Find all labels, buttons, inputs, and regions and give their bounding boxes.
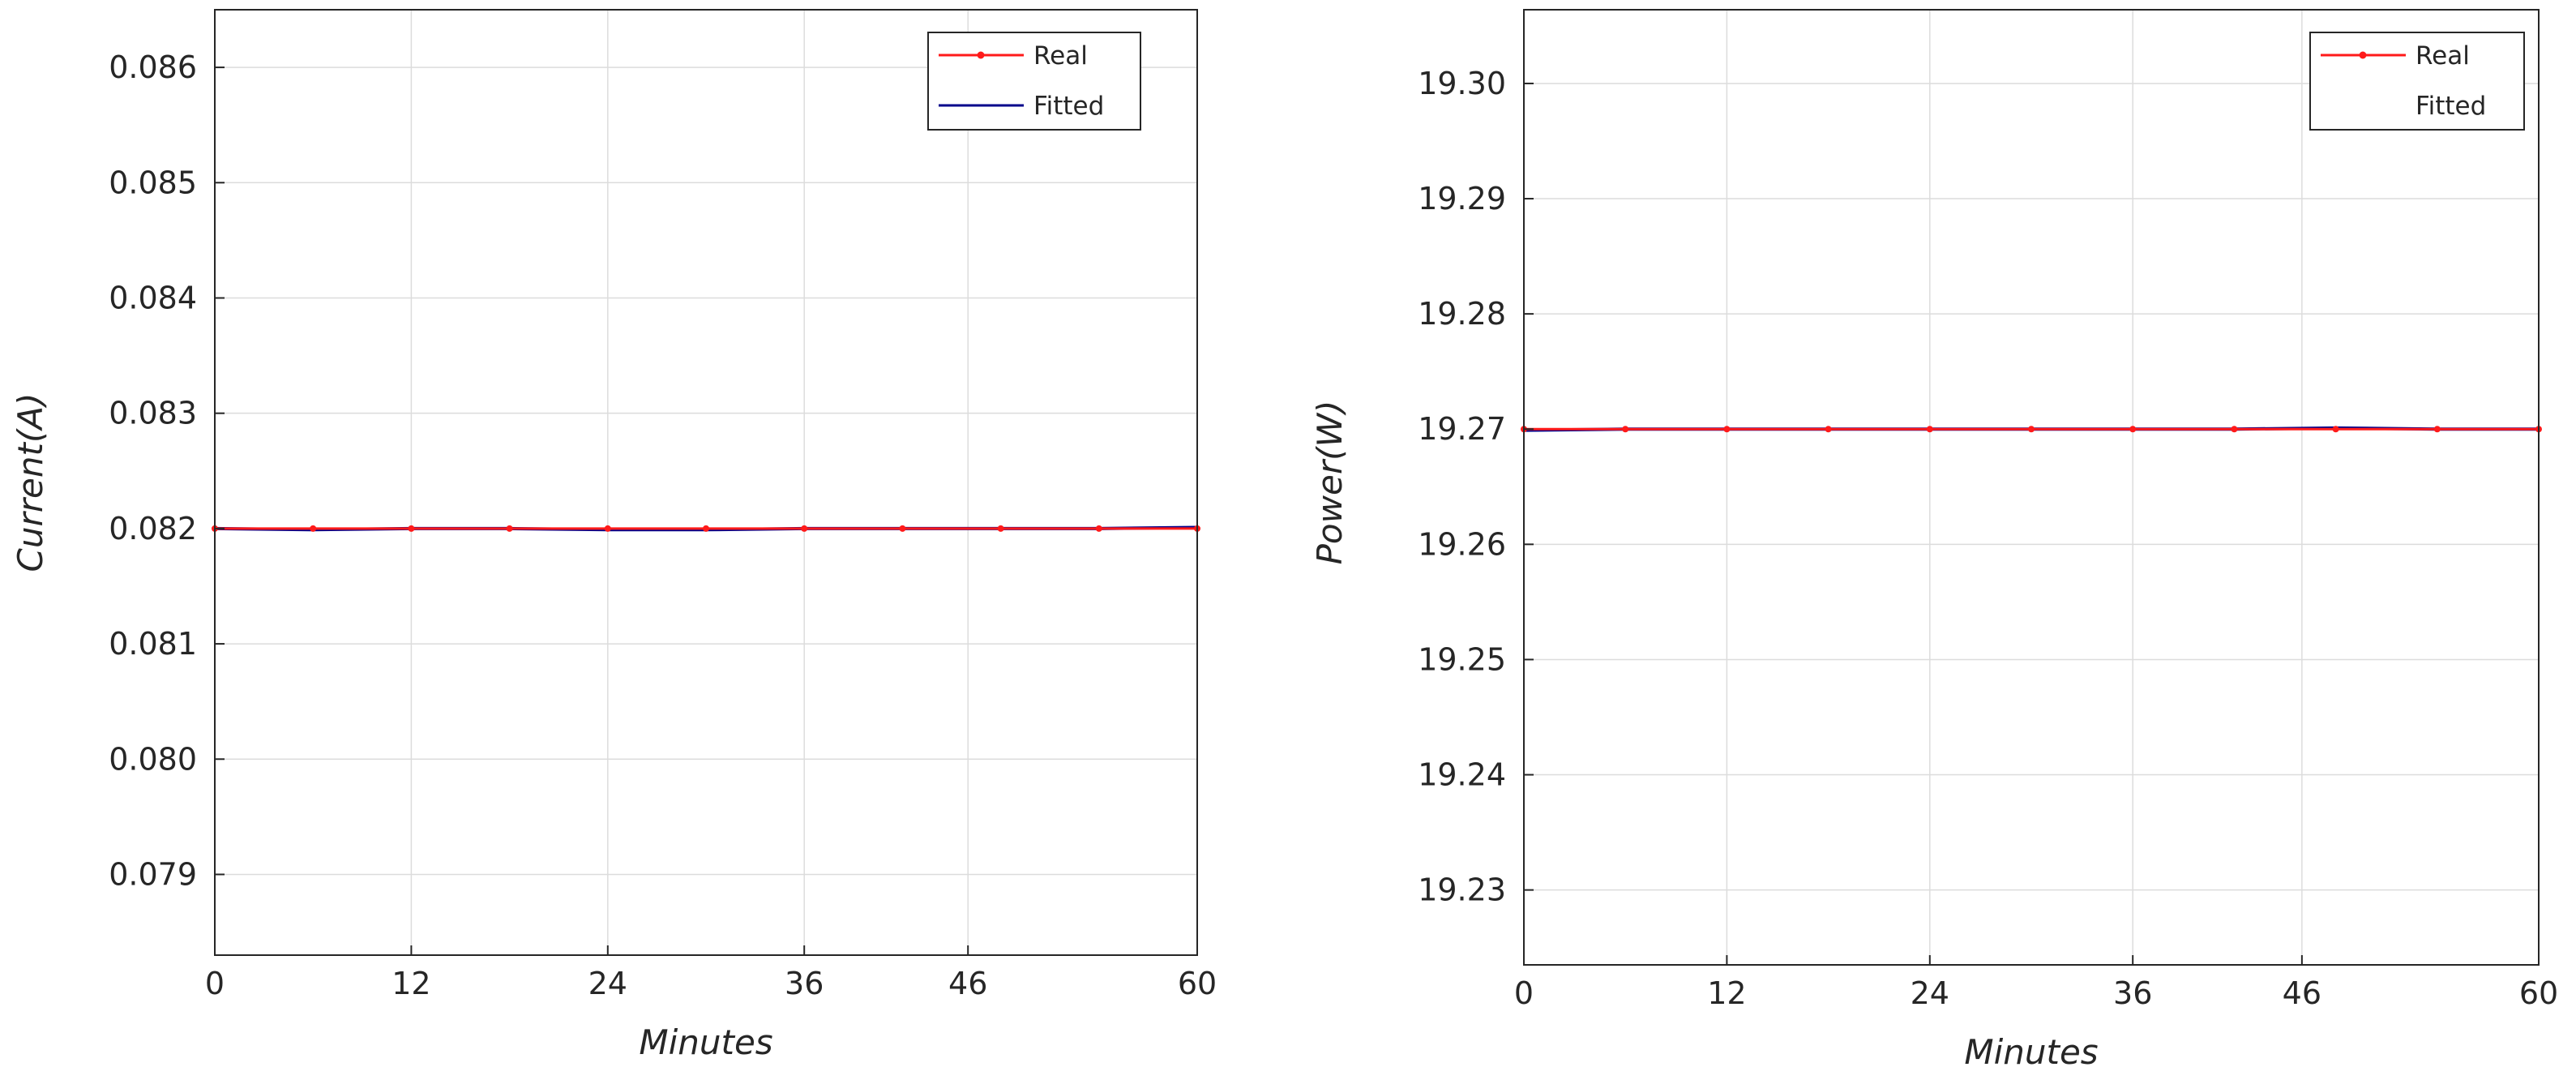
current-y-tick-label: 0.082 [109,511,197,546]
current-series-real-point [703,525,709,532]
current-legend-real-marker [977,51,985,59]
current-series-real-point [899,525,906,532]
power-legend-fitted-label: Fitted [2416,92,2486,121]
current-legend-box [927,32,1141,131]
current-x-tick-label: 24 [588,966,627,1001]
power-series-real-point [2433,426,2441,433]
power-legend-real-marker [2359,51,2367,59]
power-y-tick-label: 19.27 [1418,411,1506,447]
power-x-tick-label: 46 [2283,975,2321,1011]
current-legend-real-label: Real [1033,41,1088,71]
current-series [212,525,1200,532]
current-series-real-point [506,525,513,532]
current-plot-frame [214,9,1198,956]
current-x-tick-label: 12 [392,966,430,1001]
power-series-real-point [2332,426,2339,433]
current-x-tick-label: 36 [785,966,824,1001]
current-series-real-point [408,525,415,532]
current-series-real-point [997,525,1004,532]
power-x-tick-label: 24 [1911,975,1949,1011]
power-series-real-point [1926,426,1933,433]
current-legend-fitted-label: Fitted [1033,92,1104,121]
power-y-tick-label: 19.26 [1418,526,1506,562]
current-y-tick-label: 0.083 [109,396,197,431]
power-y-tick-label: 19.30 [1418,66,1506,101]
current-x-tick-label: 60 [1178,966,1217,1001]
power-chart: 0 12 24 36 46 60 19.23 19.24 19.25 19.26 19.27 19.2… [1310,9,2558,1072]
current-legend: Real Fitted [927,32,1141,131]
current-series-real-point [310,525,317,532]
power-y-tick-label: 19.28 [1418,296,1506,332]
power-y-tick-label: 19.24 [1418,757,1506,793]
current-y-axis-label: Current(A) [11,393,50,572]
power-series-real-point [2028,426,2035,433]
power-x-tick-label: 60 [2519,975,2558,1011]
current-y-tick-label: 0.079 [109,856,197,892]
current-x-tick-label: 46 [948,966,987,1001]
power-series-real-point [1825,426,1832,433]
current-y-tick-label: 0.080 [109,741,197,777]
current-chart: 0 12 24 36 46 60 0.079 0.080 0.081 0.082 0.083 0.08… [11,9,1217,1062]
power-x-axis-label: Minutes [1964,1032,2098,1072]
power-plot-frame [1523,9,2540,966]
current-x-tick-label: 0 [205,966,225,1001]
power-legend: Real Fitted [2309,32,2525,131]
power-series-real-point [2231,426,2238,433]
current-y-tick-label: 0.086 [109,49,197,85]
power-y-axis-label: Power(W) [1310,401,1350,565]
power-y-tick-label: 19.23 [1418,872,1506,908]
current-y-tick-label: 0.081 [109,626,197,662]
current-series-real-point [801,525,808,532]
power-legend-real-label: Real [2416,41,2470,71]
power-legend-box [2309,32,2525,131]
current-series-real-point [604,525,611,532]
current-series-real-point [1095,525,1102,532]
power-y-tick-label: 19.25 [1418,641,1506,677]
power-y-tick-label: 19.29 [1418,181,1506,216]
current-x-axis-label: Minutes [639,1022,772,1062]
power-series [1521,426,2542,433]
power-series-real-point [1723,426,1731,433]
current-y-tick-label: 0.084 [109,280,197,315]
power-series-real-point [2129,426,2137,433]
power-x-tick-label: 36 [2113,975,2152,1011]
power-x-tick-label: 12 [1707,975,1746,1011]
power-series-real-point [1622,426,1629,433]
current-y-tick-label: 0.085 [109,165,197,200]
power-x-tick-label: 0 [1514,975,1534,1011]
power-ticks: 0 12 24 36 46 60 19.23 19.24 19.25 19.26 19.27 19.2… [1418,66,2558,1011]
current-ticks: 0 12 24 36 46 60 0.079 0.080 0.081 0.082 0.083 0.08… [109,49,1217,1001]
